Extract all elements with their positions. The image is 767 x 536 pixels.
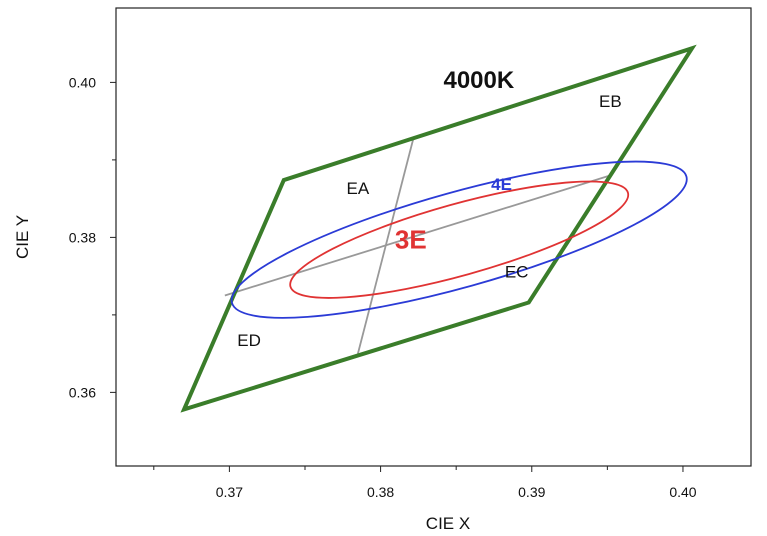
region-label-ec: EC	[505, 263, 529, 282]
axis-ticks: 0.37 0.38 0.39 0.40 0.36 0.38 0.40	[69, 74, 697, 500]
x-axis-title: CIE X	[426, 514, 470, 533]
y-tick-label: 0.36	[69, 384, 96, 400]
bin-dividers	[224, 136, 611, 354]
x-tick-label: 0.40	[669, 484, 696, 500]
region-label-eb: EB	[599, 92, 622, 111]
quadrangle-label: 4000K	[443, 67, 514, 94]
y-axis-title: CIE Y	[13, 215, 32, 259]
region-label-ed: ED	[237, 331, 261, 350]
region-labels: EA EB EC ED 4000K 3E 4E	[237, 67, 622, 350]
plot-frame	[115, 7, 752, 467]
x-tick-label: 0.38	[367, 484, 394, 500]
ellipse-label-3e: 3E	[395, 225, 427, 255]
divider-line	[224, 174, 611, 297]
x-tick-label: 0.39	[518, 484, 545, 500]
y-tick-label: 0.38	[69, 229, 96, 245]
y-tick-label: 0.40	[69, 74, 96, 90]
ellipse-label-4e: 4E	[491, 175, 512, 194]
4000k-quadrangle	[180, 44, 697, 413]
region-label-ea: EA	[347, 179, 370, 198]
ellipse-4e	[230, 160, 688, 319]
ellipse-3e	[289, 180, 630, 299]
x-tick-label: 0.37	[216, 484, 243, 500]
